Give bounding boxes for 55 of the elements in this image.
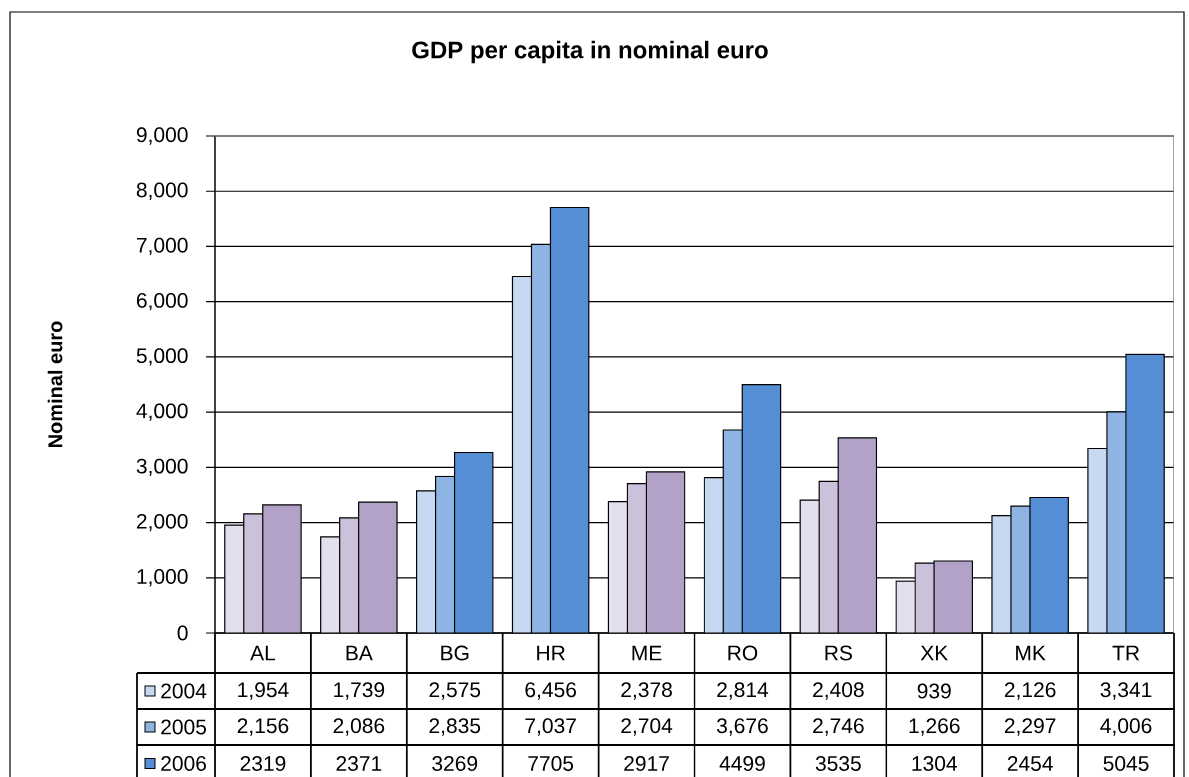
data-label: 6,456 (525, 682, 576, 700)
x-tick-label: RO (728, 645, 758, 661)
data-label: 1,266 (909, 718, 960, 736)
y-tick-label: 2,000 (136, 513, 188, 532)
x-tick-label: RS (825, 645, 852, 661)
data-label: 2,126 (1004, 682, 1056, 700)
legend-label: 2006 (161, 756, 206, 771)
y-tick-label: 9,000 (136, 127, 188, 145)
x-tick-label: AL (250, 645, 276, 661)
data-label: 7705 (528, 756, 574, 771)
data-label: 2,575 (429, 682, 481, 700)
data-label: 1304 (912, 756, 957, 771)
data-label: 2,746 (813, 718, 864, 736)
legend-label: 2004 (161, 683, 207, 699)
data-label: 2,297 (1004, 718, 1056, 736)
y-tick-label: 6,000 (136, 292, 188, 311)
data-label: 1,739 (334, 682, 385, 700)
data-label: 3535 (815, 756, 861, 771)
data-label: 939 (917, 683, 951, 699)
x-tick-label: MK (1016, 645, 1046, 661)
data-label: 3,341 (1100, 682, 1152, 700)
data-label: 5045 (1103, 756, 1149, 771)
y-tick-label: 0 (177, 625, 188, 641)
data-label: 4499 (719, 756, 765, 771)
data-label: 2,378 (621, 682, 672, 700)
x-tick-label: TR (1112, 645, 1140, 661)
data-label: 2,156 (237, 718, 289, 736)
x-tick-label: BA (346, 645, 373, 661)
data-label: 2454 (1007, 756, 1053, 771)
legend-label: 2005 (161, 719, 207, 735)
data-label: 3269 (432, 756, 478, 771)
data-label: 2,704 (621, 718, 673, 736)
y-tick-label: 7,000 (137, 237, 188, 256)
data-label: 3,676 (716, 718, 768, 736)
chart-title: GDP per capita in nominal euro (412, 40, 768, 64)
y-tick-label: 8,000 (136, 182, 188, 200)
data-label: 7,037 (525, 718, 576, 736)
x-tick-label: HR (537, 645, 565, 661)
data-label: 2,086 (333, 718, 385, 736)
data-label: 2371 (336, 756, 382, 771)
data-label: 2,814 (717, 682, 769, 700)
data-label: 2,408 (813, 682, 864, 700)
y-axis-title: Nominal euro (47, 321, 63, 448)
x-tick-label: XK (920, 645, 949, 661)
data-label: 4,006 (1100, 718, 1152, 736)
y-tick-label: 4,000 (136, 403, 188, 421)
data-label: 2917 (624, 756, 669, 771)
y-tick-label: 5,000 (136, 348, 188, 366)
data-label: 1,954 (238, 682, 289, 700)
x-tick-label: BG (441, 645, 469, 661)
y-tick-label: 3,000 (136, 458, 188, 477)
data-label: 2,835 (429, 718, 481, 736)
x-tick-label: ME (632, 645, 662, 661)
data-label: 2319 (240, 756, 286, 771)
y-tick-label: 1,000 (137, 569, 188, 587)
